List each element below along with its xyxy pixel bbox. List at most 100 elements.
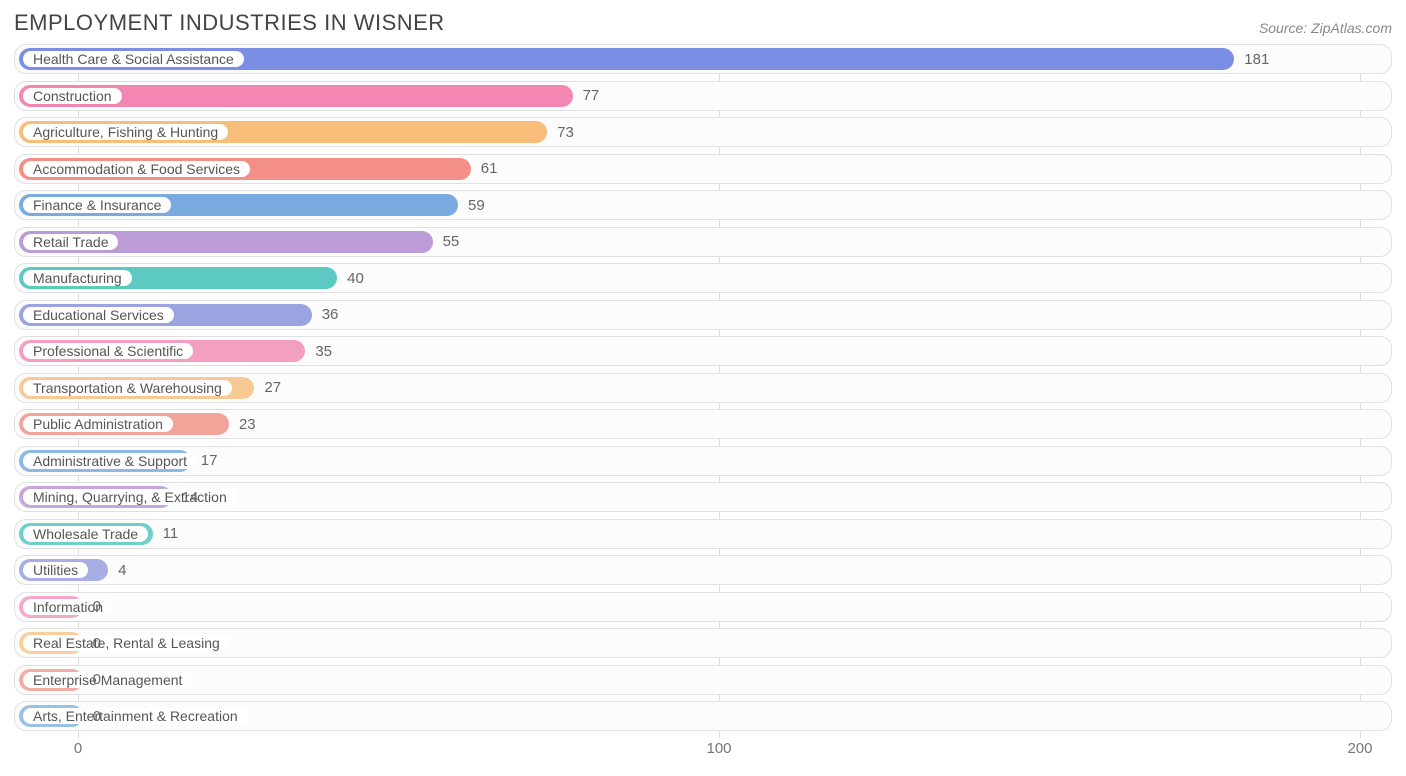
- bar-fill: Health Care & Social Assistance: [19, 48, 1234, 70]
- bar-fill: Professional & Scientific: [19, 340, 305, 362]
- bar-fill: Real Estate, Rental & Leasing: [19, 632, 83, 654]
- x-axis: 0 100 200: [14, 738, 1392, 762]
- axis-tick-label: 100: [707, 740, 732, 757]
- bar-label-pill: Accommodation & Food Services: [23, 161, 250, 177]
- axis-tick-label: 0: [74, 740, 82, 757]
- bar-track: Construction 77: [19, 85, 1387, 107]
- bar-track: Utilities 4: [19, 559, 1387, 581]
- bar-value: 23: [229, 413, 256, 435]
- chart-header: EMPLOYMENT INDUSTRIES IN WISNER Source: …: [14, 10, 1392, 36]
- bar-row: Manufacturing 40: [14, 263, 1392, 293]
- bar-row: Enterprise Management0: [14, 665, 1392, 695]
- bar-fill: Utilities: [19, 559, 108, 581]
- axis-tick-label: 200: [1347, 740, 1372, 757]
- bar-row: Public Administration 23: [14, 409, 1392, 439]
- bar-track: Wholesale Trade 11: [19, 523, 1387, 545]
- bar-row: Agriculture, Fishing & Hunting 73: [14, 117, 1392, 147]
- bar-row: Retail Trade 55: [14, 227, 1392, 257]
- bar-value: 4: [108, 559, 126, 581]
- bar-value: 35: [305, 340, 332, 362]
- bar-value: 0: [83, 669, 101, 691]
- bar-label-pill: Manufacturing: [23, 270, 132, 286]
- bar-label-pill: Administrative & Support: [23, 453, 197, 469]
- bar-value: 36: [312, 304, 339, 326]
- bar-fill: Transportation & Warehousing: [19, 377, 254, 399]
- bar-row: Real Estate, Rental & Leasing0: [14, 628, 1392, 658]
- bar-track: Administrative & Support17: [19, 450, 1387, 472]
- bar-track: Mining, Quarrying, & Extraction14: [19, 486, 1387, 508]
- bar-fill: Agriculture, Fishing & Hunting: [19, 121, 547, 143]
- chart-title: EMPLOYMENT INDUSTRIES IN WISNER: [14, 10, 445, 36]
- bar-track: Transportation & Warehousing27: [19, 377, 1387, 399]
- bar-track: Professional & Scientific 35: [19, 340, 1387, 362]
- bar-fill: Retail Trade: [19, 231, 433, 253]
- bar-label-pill: Wholesale Trade: [23, 526, 148, 542]
- bar-fill: Manufacturing: [19, 267, 337, 289]
- bar-track: Arts, Entertainment & Recreation0: [19, 705, 1387, 727]
- bar-fill: Public Administration: [19, 413, 229, 435]
- bar-label-pill: Mining, Quarrying, & Extraction: [23, 489, 237, 505]
- bar-track: Public Administration 23: [19, 413, 1387, 435]
- bar-row: Finance & Insurance 59: [14, 190, 1392, 220]
- bar-fill: Mining, Quarrying, & Extraction: [19, 486, 172, 508]
- bar-value: 0: [83, 705, 101, 727]
- bar-value: 73: [547, 121, 574, 143]
- bar-fill: Wholesale Trade: [19, 523, 153, 545]
- bar-fill: Construction: [19, 85, 573, 107]
- bar-row: Utilities 4: [14, 555, 1392, 585]
- bar-track: Finance & Insurance 59: [19, 194, 1387, 216]
- bar-label-pill: Enterprise Management: [23, 672, 192, 688]
- bar-label-pill: Construction: [23, 88, 122, 104]
- bar-label-pill: Public Administration: [23, 416, 173, 432]
- bar-value: 17: [191, 450, 218, 472]
- bar-label-pill: Agriculture, Fishing & Hunting: [23, 124, 228, 140]
- bar-value: 11: [153, 523, 179, 545]
- bar-track: Information0: [19, 596, 1387, 618]
- chart-source: Source: ZipAtlas.com: [1259, 20, 1392, 36]
- bar-row: Accommodation & Food Services 61: [14, 154, 1392, 184]
- bar-label-pill: Utilities: [23, 562, 88, 578]
- bar-fill: Arts, Entertainment & Recreation: [19, 705, 83, 727]
- bar-row: Wholesale Trade 11: [14, 519, 1392, 549]
- bar-label-pill: Educational Services: [23, 307, 174, 323]
- bar-value: 40: [337, 267, 364, 289]
- bar-row: Construction 77: [14, 81, 1392, 111]
- bar-value: 0: [83, 632, 101, 654]
- bar-fill: Enterprise Management: [19, 669, 83, 691]
- bar-label-pill: Real Estate, Rental & Leasing: [23, 635, 230, 651]
- bar-label-pill: Health Care & Social Assistance: [23, 51, 244, 67]
- bar-value: 77: [573, 85, 600, 107]
- bar-label-pill: Finance & Insurance: [23, 197, 171, 213]
- bar-label-pill: Retail Trade: [23, 234, 118, 250]
- bar-row: Transportation & Warehousing27: [14, 373, 1392, 403]
- bars-container: Health Care & Social Assistance 181 Constr…: [14, 44, 1392, 731]
- bar-row: Professional & Scientific 35: [14, 336, 1392, 366]
- bar-value: 55: [433, 231, 460, 253]
- bar-row: Educational Services 36: [14, 300, 1392, 330]
- bar-row: Arts, Entertainment & Recreation0: [14, 701, 1392, 731]
- bar-track: Accommodation & Food Services 61: [19, 158, 1387, 180]
- bar-row: Information0: [14, 592, 1392, 622]
- bar-fill: Accommodation & Food Services: [19, 158, 471, 180]
- bar-fill: Administrative & Support: [19, 450, 191, 472]
- bar-row: Administrative & Support17: [14, 446, 1392, 476]
- bar-fill: Finance & Insurance: [19, 194, 458, 216]
- bar-fill: Information: [19, 596, 83, 618]
- bar-track: Health Care & Social Assistance 181: [19, 48, 1387, 70]
- bar-track: Retail Trade 55: [19, 231, 1387, 253]
- bar-value: 59: [458, 194, 485, 216]
- bar-track: Educational Services 36: [19, 304, 1387, 326]
- bar-value: 14: [172, 486, 199, 508]
- bar-track: Real Estate, Rental & Leasing0: [19, 632, 1387, 654]
- bar-track: Agriculture, Fishing & Hunting 73: [19, 121, 1387, 143]
- bar-row: Mining, Quarrying, & Extraction14: [14, 482, 1392, 512]
- bar-track: Enterprise Management0: [19, 669, 1387, 691]
- bar-row: Health Care & Social Assistance 181: [14, 44, 1392, 74]
- chart-area: Health Care & Social Assistance 181 Constr…: [14, 44, 1392, 762]
- bar-value: 27: [254, 377, 281, 399]
- bar-value: 0: [83, 596, 101, 618]
- bar-label-pill: Professional & Scientific: [23, 343, 193, 359]
- bar-value: 181: [1234, 48, 1269, 70]
- bar-track: Manufacturing 40: [19, 267, 1387, 289]
- bar-value: 61: [471, 158, 498, 180]
